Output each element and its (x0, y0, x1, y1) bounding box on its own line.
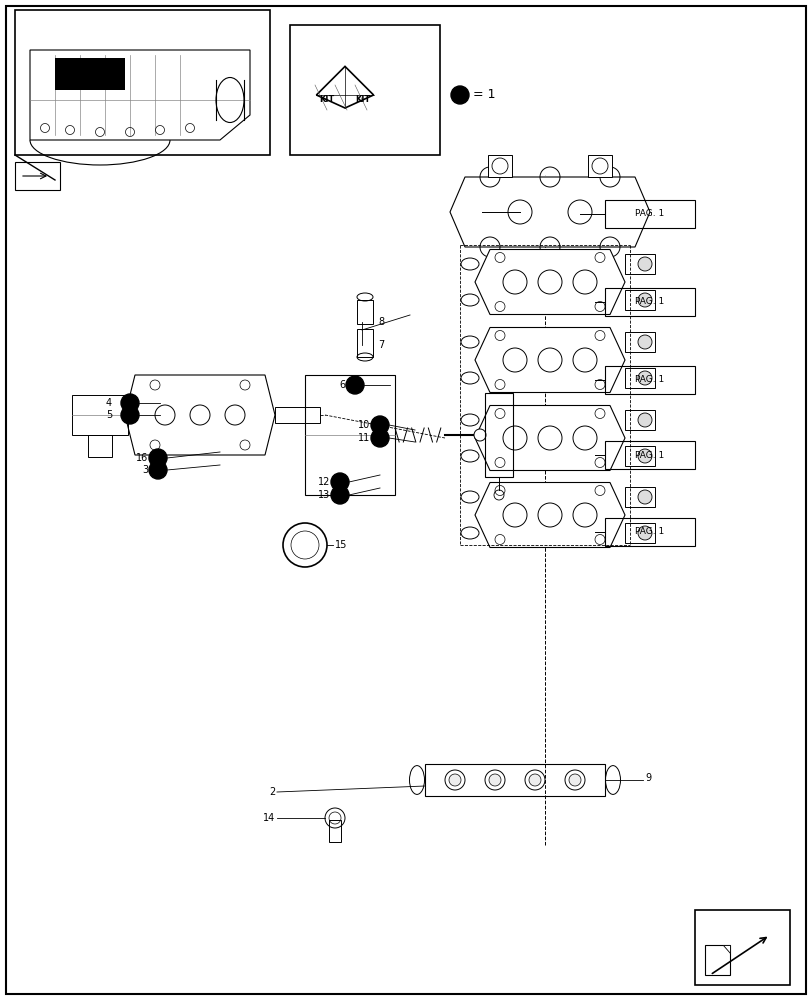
Text: 7: 7 (378, 340, 384, 350)
Text: 12: 12 (317, 477, 329, 487)
Bar (604, 366, 694, 394)
Circle shape (637, 490, 651, 504)
Text: 3: 3 (142, 465, 148, 475)
Polygon shape (474, 249, 624, 314)
Circle shape (331, 486, 349, 504)
Bar (624, 487, 654, 507)
Bar (587, 155, 611, 177)
Bar (624, 254, 654, 274)
Bar (290, 25, 440, 155)
Text: PAG. 1: PAG. 1 (634, 375, 664, 384)
Text: PAG. 1: PAG. 1 (634, 209, 664, 218)
Bar (72, 395, 128, 435)
Text: 6: 6 (338, 380, 345, 390)
Circle shape (637, 293, 651, 307)
Bar (604, 288, 694, 316)
Bar (275, 407, 320, 423)
Bar (704, 945, 729, 975)
Bar (305, 375, 394, 495)
Bar (55, 58, 125, 90)
Text: PAG. 1: PAG. 1 (634, 450, 664, 460)
Bar (328, 820, 341, 842)
Circle shape (121, 394, 139, 412)
Bar (357, 329, 372, 357)
Bar (624, 332, 654, 352)
Bar (694, 910, 789, 985)
Circle shape (448, 774, 461, 786)
Circle shape (637, 449, 651, 463)
Circle shape (637, 526, 651, 540)
Text: = 1: = 1 (473, 89, 495, 102)
Bar (88, 435, 112, 457)
Text: 10: 10 (358, 420, 370, 430)
Bar (484, 393, 513, 477)
Circle shape (637, 335, 651, 349)
Bar (604, 518, 694, 546)
Text: 13: 13 (317, 490, 329, 500)
Text: PAG. 1: PAG. 1 (634, 528, 664, 536)
Bar (624, 446, 654, 466)
Text: 8: 8 (378, 317, 384, 327)
Circle shape (569, 774, 581, 786)
Circle shape (474, 429, 486, 441)
Circle shape (148, 449, 167, 467)
Circle shape (148, 461, 167, 479)
Bar (15, 10, 270, 155)
Circle shape (121, 406, 139, 424)
Polygon shape (316, 66, 373, 108)
Polygon shape (30, 50, 250, 140)
Bar (604, 200, 694, 228)
Text: KIT: KIT (355, 96, 370, 104)
Circle shape (488, 774, 500, 786)
Bar (624, 290, 654, 310)
Circle shape (528, 774, 540, 786)
Bar (487, 155, 512, 177)
Circle shape (637, 257, 651, 271)
Polygon shape (125, 375, 275, 455)
Polygon shape (474, 405, 624, 471)
Bar (15, 162, 60, 190)
Text: 14: 14 (263, 813, 275, 823)
Circle shape (371, 429, 388, 447)
Text: PAG. 1: PAG. 1 (634, 297, 664, 306)
Circle shape (450, 86, 469, 104)
Text: 16: 16 (135, 453, 148, 463)
Text: 15: 15 (335, 540, 347, 550)
Bar (604, 441, 694, 469)
Text: 11: 11 (358, 433, 370, 443)
Text: 2: 2 (268, 787, 275, 797)
Circle shape (371, 416, 388, 434)
Text: 9: 9 (644, 773, 650, 783)
Bar (424, 764, 604, 796)
Circle shape (637, 413, 651, 427)
Polygon shape (474, 327, 624, 392)
Text: 5: 5 (105, 410, 112, 420)
Bar (624, 368, 654, 388)
Circle shape (637, 371, 651, 385)
Bar (357, 300, 372, 324)
Circle shape (331, 473, 349, 491)
Text: KIT: KIT (319, 96, 334, 104)
Polygon shape (722, 945, 729, 953)
Text: 4: 4 (105, 398, 112, 408)
Bar (624, 410, 654, 430)
Polygon shape (449, 177, 649, 247)
Bar (624, 523, 654, 543)
Polygon shape (474, 483, 624, 548)
Circle shape (345, 376, 363, 394)
